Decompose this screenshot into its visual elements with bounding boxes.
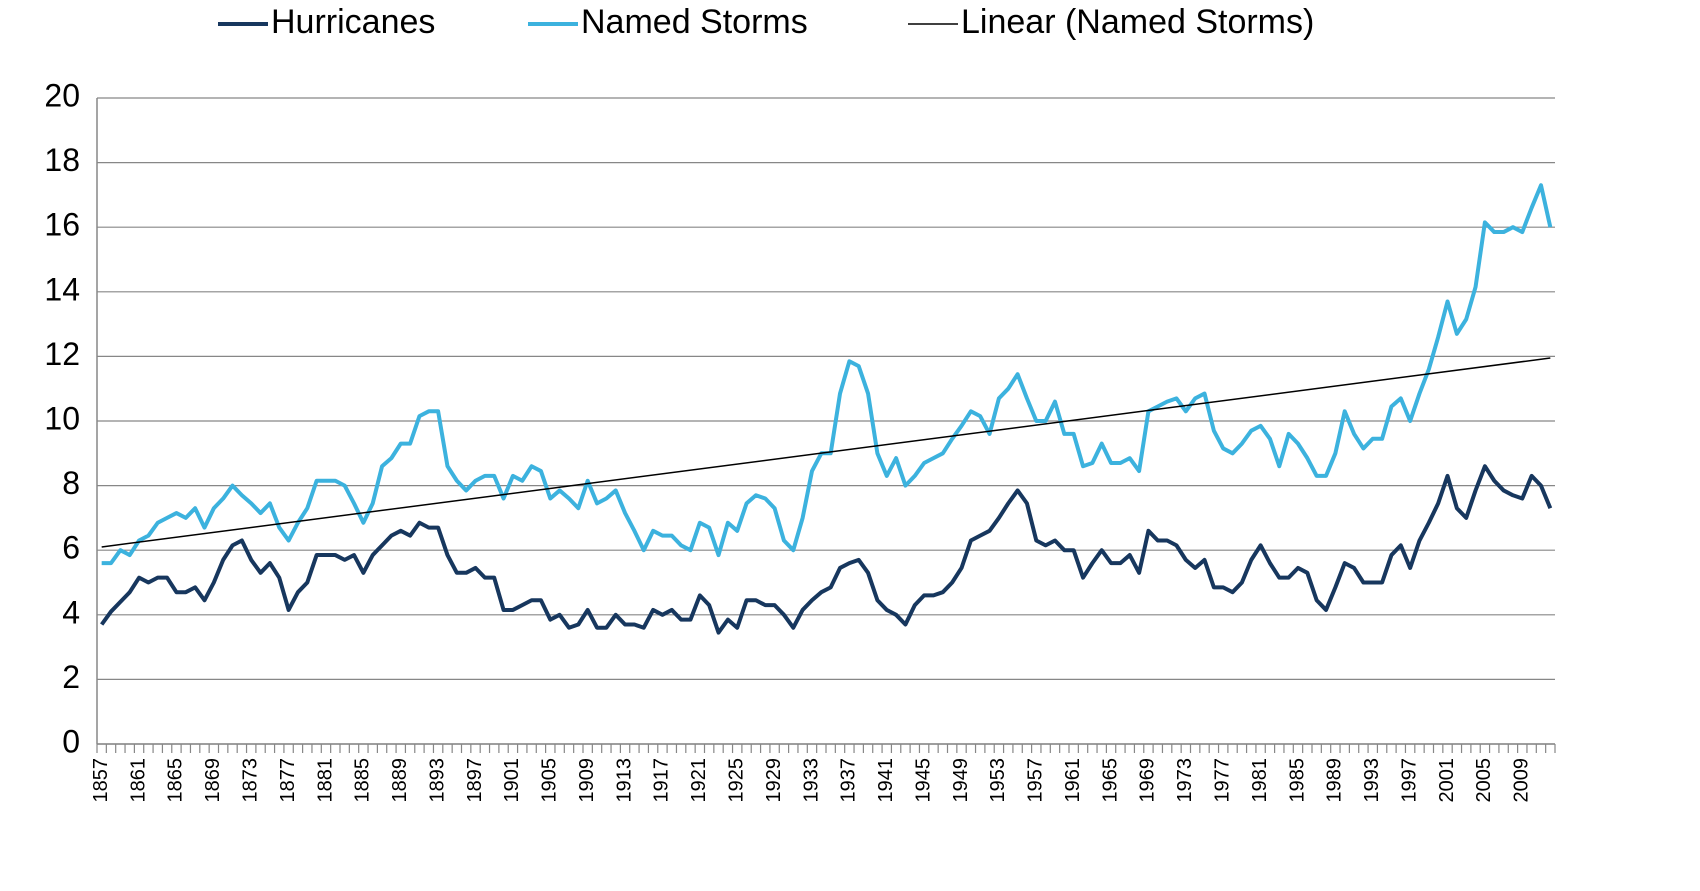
legend-label: Named Storms: [581, 3, 808, 41]
x-tick-label: 1977: [1211, 758, 1233, 803]
y-tick-label: 6: [62, 530, 80, 566]
x-tick-label: 1957: [1025, 758, 1047, 803]
x-tick-label: 1889: [389, 758, 411, 803]
x-tick-label: 1917: [651, 758, 673, 803]
x-tick-label: 1933: [800, 758, 822, 803]
x-tick-label: 1989: [1324, 758, 1346, 803]
x-tick-label: 1925: [725, 758, 747, 803]
x-tick-label: 2009: [1511, 758, 1533, 803]
series-line: [101, 183, 1553, 566]
x-tick-label: 1953: [987, 758, 1009, 803]
x-tick-label: 1885: [352, 758, 374, 803]
y-tick-label: 2: [62, 659, 80, 695]
x-tick-label: 1921: [688, 758, 710, 803]
x-tick-label: 1869: [202, 758, 224, 803]
x-tick-label: 1929: [763, 758, 785, 803]
legend-label: Linear (Named Storms): [961, 3, 1314, 41]
x-tick-label: 1993: [1361, 758, 1383, 803]
legend-label: Hurricanes: [271, 3, 435, 41]
x-tick-label: 1913: [613, 758, 635, 803]
y-tick-label: 14: [44, 271, 80, 307]
trend-line: [101, 357, 1551, 548]
series-line: [100, 464, 1553, 635]
x-tick-label: 1985: [1286, 758, 1308, 803]
x-tick-label: 1997: [1398, 758, 1420, 803]
x-tick-label: 1965: [1099, 758, 1121, 803]
y-tick-label: 16: [44, 207, 80, 243]
x-tick-label: 1905: [539, 758, 561, 803]
x-tick-label: 1893: [426, 758, 448, 803]
x-tick-label: 1901: [501, 758, 523, 803]
x-tick-label: 2001: [1436, 758, 1458, 803]
y-tick-label: 4: [62, 594, 80, 630]
y-tick-label: 12: [44, 336, 80, 372]
x-tick-label: 1877: [277, 758, 299, 803]
y-tick-label: 18: [44, 142, 80, 178]
x-tick-label: 2005: [1473, 758, 1495, 803]
x-tick-label: 1981: [1249, 758, 1271, 803]
x-tick-label: 1937: [838, 758, 860, 803]
y-tick-label: 10: [44, 400, 80, 436]
x-tick-label: 1961: [1062, 758, 1084, 803]
x-tick-label: 1897: [464, 758, 486, 803]
y-tick-label: 20: [44, 77, 80, 113]
x-tick-label: 1949: [950, 758, 972, 803]
y-tick-label: 8: [62, 465, 80, 501]
x-tick-label: 1969: [1137, 758, 1159, 803]
y-tick-label: 0: [62, 723, 80, 759]
x-tick-label: 1973: [1174, 758, 1196, 803]
x-tick-label: 1861: [127, 758, 149, 803]
x-tick-label: 1881: [314, 758, 336, 803]
x-tick-label: 1945: [912, 758, 934, 803]
x-tick-label: 1873: [239, 758, 261, 803]
x-tick-label: 1941: [875, 758, 897, 803]
x-tick-label: 1909: [576, 758, 598, 803]
x-tick-label: 1865: [165, 758, 187, 803]
x-tick-label: 1857: [90, 758, 112, 803]
